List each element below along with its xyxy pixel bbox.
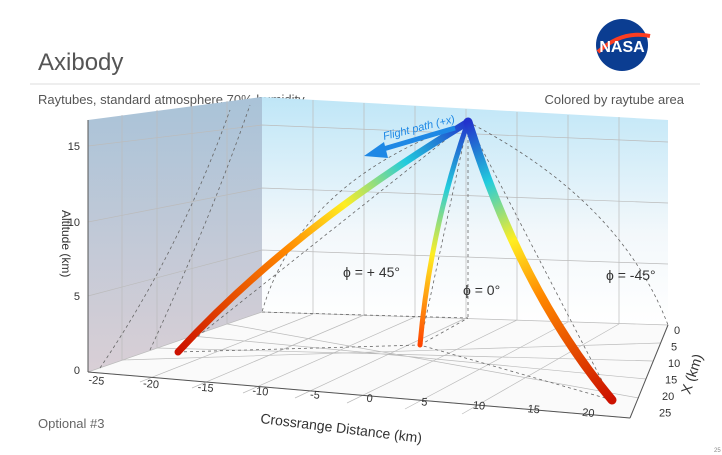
x-label: X (km): [678, 352, 706, 396]
crossrange-label: Crossrange Distance (km): [260, 410, 423, 446]
crossrange-axis: [87, 371, 631, 419]
back-wall: [262, 97, 668, 325]
logo-text: NASA: [599, 39, 645, 56]
crossrange-tick-label: 20: [582, 407, 595, 420]
x-tick-label: 15: [665, 375, 677, 387]
crossrange-tick-label: 5: [421, 396, 428, 409]
crossrange-tick-label: 0: [366, 393, 373, 406]
altitude-tick-label: 5: [74, 291, 80, 303]
flight-arrowhead: [364, 142, 388, 158]
tick-labels: 0 5 10 15 -25 -20 -15 -10 -5 0 5 10 15 20 0 5 10 15 20 25: [68, 141, 681, 420]
x-tick-label: 0: [674, 325, 680, 337]
page-number: 25: [714, 448, 721, 454]
x-tick-label: 5: [671, 342, 677, 354]
x-tick-label: 20: [662, 391, 674, 403]
x-tick-label: 25: [659, 408, 671, 420]
slide-title: Axibody: [38, 49, 123, 76]
logo-swoosh: [596, 32, 651, 54]
annotation: ϕ = + 45°: [343, 264, 400, 280]
flight-arrow: [379, 125, 456, 153]
crossrange-tick-label: -5: [309, 389, 320, 402]
annotation: ϕ = 0°: [463, 282, 500, 298]
left-wall: [88, 97, 262, 372]
altitude-tick-label: 10: [68, 217, 80, 229]
raytube: [463, 117, 617, 405]
logo: [596, 19, 648, 71]
subtitle-right: Colored by raytube area: [545, 92, 685, 107]
altitude-tick-label: 15: [68, 141, 80, 153]
crossrange-tick-label: 15: [527, 403, 540, 416]
raytube: [417, 119, 471, 348]
grid: [87, 100, 669, 415]
footer: Optional #3: [38, 416, 105, 431]
crossrange-tick-label: 10: [472, 400, 485, 413]
crossrange-tick-label: -15: [197, 381, 214, 395]
x-axis: [629, 324, 669, 419]
altitude-label: Altitude (km): [59, 210, 73, 277]
crossrange-tick-label: -10: [252, 385, 269, 399]
altitude-tick-label: 0: [74, 365, 80, 377]
crossrange-tick-label: -20: [142, 378, 159, 392]
x-tick-label: 10: [668, 358, 680, 370]
raytube: [174, 118, 472, 356]
annotation: ϕ = -45°: [606, 267, 656, 283]
crossrange-tick-label: -25: [88, 374, 105, 388]
